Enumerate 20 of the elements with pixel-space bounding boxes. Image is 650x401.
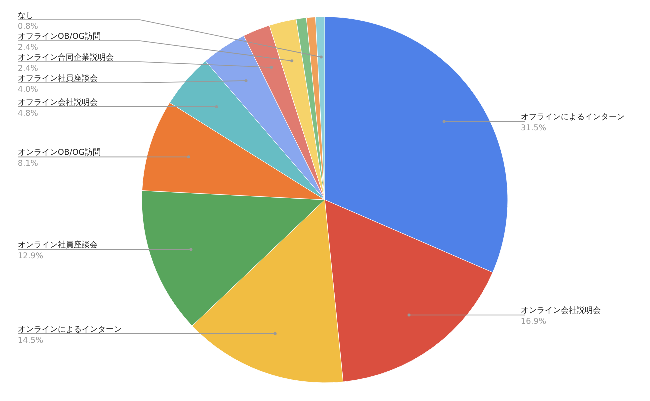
data-label: 8.1% — [18, 159, 39, 168]
slice-label: オフライン会社説明会 — [18, 98, 98, 107]
data-label: 2.4% — [18, 64, 39, 73]
slice-label: オンライン会社説明会 — [521, 306, 601, 316]
data-label: 12.9% — [18, 252, 44, 261]
data-label: 16.9% — [521, 317, 547, 326]
slice-label: オフライン社員座談会 — [18, 74, 98, 83]
slice-label: なし — [18, 11, 34, 20]
slice-label: オンライン合同企業説明会 — [18, 53, 114, 62]
slice-label: オフラインによるインターン — [521, 112, 625, 122]
slice-label: オンラインOB/OG訪問 — [18, 148, 101, 158]
data-label: 4.0% — [18, 85, 39, 94]
data-label: 0.8% — [18, 22, 39, 31]
data-label: 14.5% — [18, 336, 44, 345]
slice-label: オンラインによるインターン — [18, 324, 122, 334]
data-label: 4.8% — [18, 108, 39, 118]
slice-label: オンライン社員座談会 — [18, 240, 98, 250]
slice-label: オフラインOB/OG訪問 — [18, 32, 101, 41]
data-label: 2.4% — [18, 43, 39, 52]
data-label: 31.5% — [521, 124, 547, 133]
